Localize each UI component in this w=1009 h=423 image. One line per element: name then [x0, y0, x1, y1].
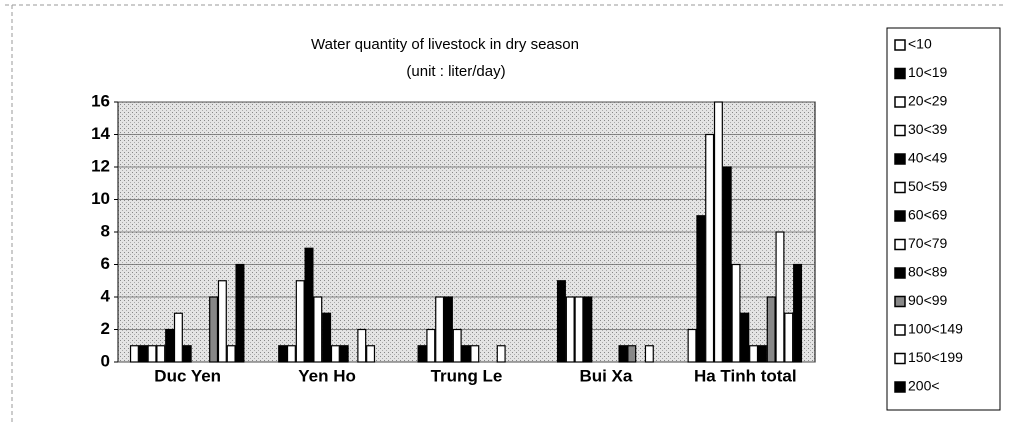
legend-label: 20<29	[908, 93, 948, 109]
bar	[366, 345, 376, 363]
y-tick-label: 10	[91, 189, 110, 208]
x-tick-label: Trung Le	[431, 366, 503, 385]
bar	[322, 312, 332, 363]
bar	[749, 345, 759, 363]
bar	[426, 328, 436, 363]
bar	[644, 345, 654, 363]
bar	[618, 345, 628, 363]
legend-label: 10<19	[908, 64, 948, 80]
legend-label: 60<69	[908, 207, 948, 223]
bar	[766, 296, 776, 363]
bar	[565, 296, 575, 363]
bar	[217, 280, 227, 363]
legend-label: 90<99	[908, 292, 948, 308]
legend-label: 30<39	[908, 121, 948, 137]
y-tick-label: 8	[101, 221, 110, 240]
y-tick-label: 4	[101, 286, 111, 305]
legend-swatch	[894, 324, 906, 336]
bar	[696, 215, 706, 363]
bar	[722, 166, 732, 363]
chart-title: Water quantity of livestock in dry seaso…	[311, 36, 579, 53]
legend-swatch	[894, 381, 906, 393]
legend-swatch	[894, 181, 906, 194]
bar	[705, 133, 715, 363]
bar	[304, 247, 314, 363]
legend-label: 50<59	[908, 178, 948, 194]
legend-label: 200<	[908, 378, 940, 394]
bar	[740, 312, 750, 363]
bar	[286, 345, 296, 363]
legend-swatch	[894, 39, 906, 51]
legend-swatch	[894, 352, 906, 365]
y-tick-label: 6	[101, 254, 110, 273]
legend-swatch	[894, 67, 906, 80]
bar	[627, 345, 637, 363]
legend-label: 40<49	[908, 150, 948, 166]
legend	[886, 27, 1001, 411]
bar	[138, 345, 148, 363]
legend-swatch	[894, 153, 906, 165]
bar	[129, 345, 139, 363]
bar	[313, 296, 323, 363]
bar	[417, 345, 427, 363]
bar	[461, 345, 471, 363]
bar	[583, 296, 593, 363]
bar	[574, 296, 584, 363]
x-tick-label: Bui Xa	[579, 366, 632, 385]
bar	[339, 345, 349, 363]
chart-subtitle: (unit : liter/day)	[406, 63, 505, 80]
bar	[147, 345, 157, 363]
bar	[556, 280, 566, 363]
bar	[713, 101, 723, 363]
bar	[156, 345, 166, 363]
bar	[278, 345, 288, 363]
legend-swatch	[894, 124, 906, 137]
bar	[435, 296, 445, 363]
y-tick-label: 2	[101, 319, 110, 338]
bar	[443, 296, 453, 363]
legend-label: 70<79	[908, 235, 948, 251]
bar	[295, 280, 305, 363]
x-tick-label: Yen Ho	[298, 366, 356, 385]
legend-swatch	[894, 96, 906, 108]
legend-swatch	[894, 238, 906, 251]
legend-label: 80<89	[908, 264, 948, 280]
bar	[496, 345, 506, 363]
y-tick-label: 14	[91, 124, 110, 143]
x-tick-label: Duc Yen	[154, 366, 221, 385]
y-tick-label: 12	[91, 156, 110, 175]
bar	[452, 328, 462, 363]
bar	[784, 312, 794, 363]
legend-label: 150<199	[908, 349, 963, 365]
bar	[775, 231, 785, 363]
bar	[226, 345, 236, 363]
bar	[687, 328, 697, 363]
bar	[757, 345, 767, 363]
legend-swatch	[894, 267, 906, 279]
legend-swatch	[894, 295, 906, 308]
bar	[330, 345, 340, 363]
legend-swatch	[894, 210, 906, 222]
bar	[209, 296, 219, 363]
bar	[165, 328, 175, 363]
bar	[793, 263, 803, 363]
bar	[357, 328, 367, 363]
bar	[731, 263, 741, 363]
y-tick-label: 0	[101, 351, 110, 370]
legend-label: <10	[908, 36, 932, 52]
legend-label: 100<149	[908, 321, 963, 337]
bar	[182, 345, 192, 363]
bar	[235, 263, 245, 363]
bar	[470, 345, 480, 363]
x-tick-label: Ha Tinh total	[694, 366, 797, 385]
bar	[173, 312, 183, 363]
y-tick-label: 16	[91, 91, 110, 110]
